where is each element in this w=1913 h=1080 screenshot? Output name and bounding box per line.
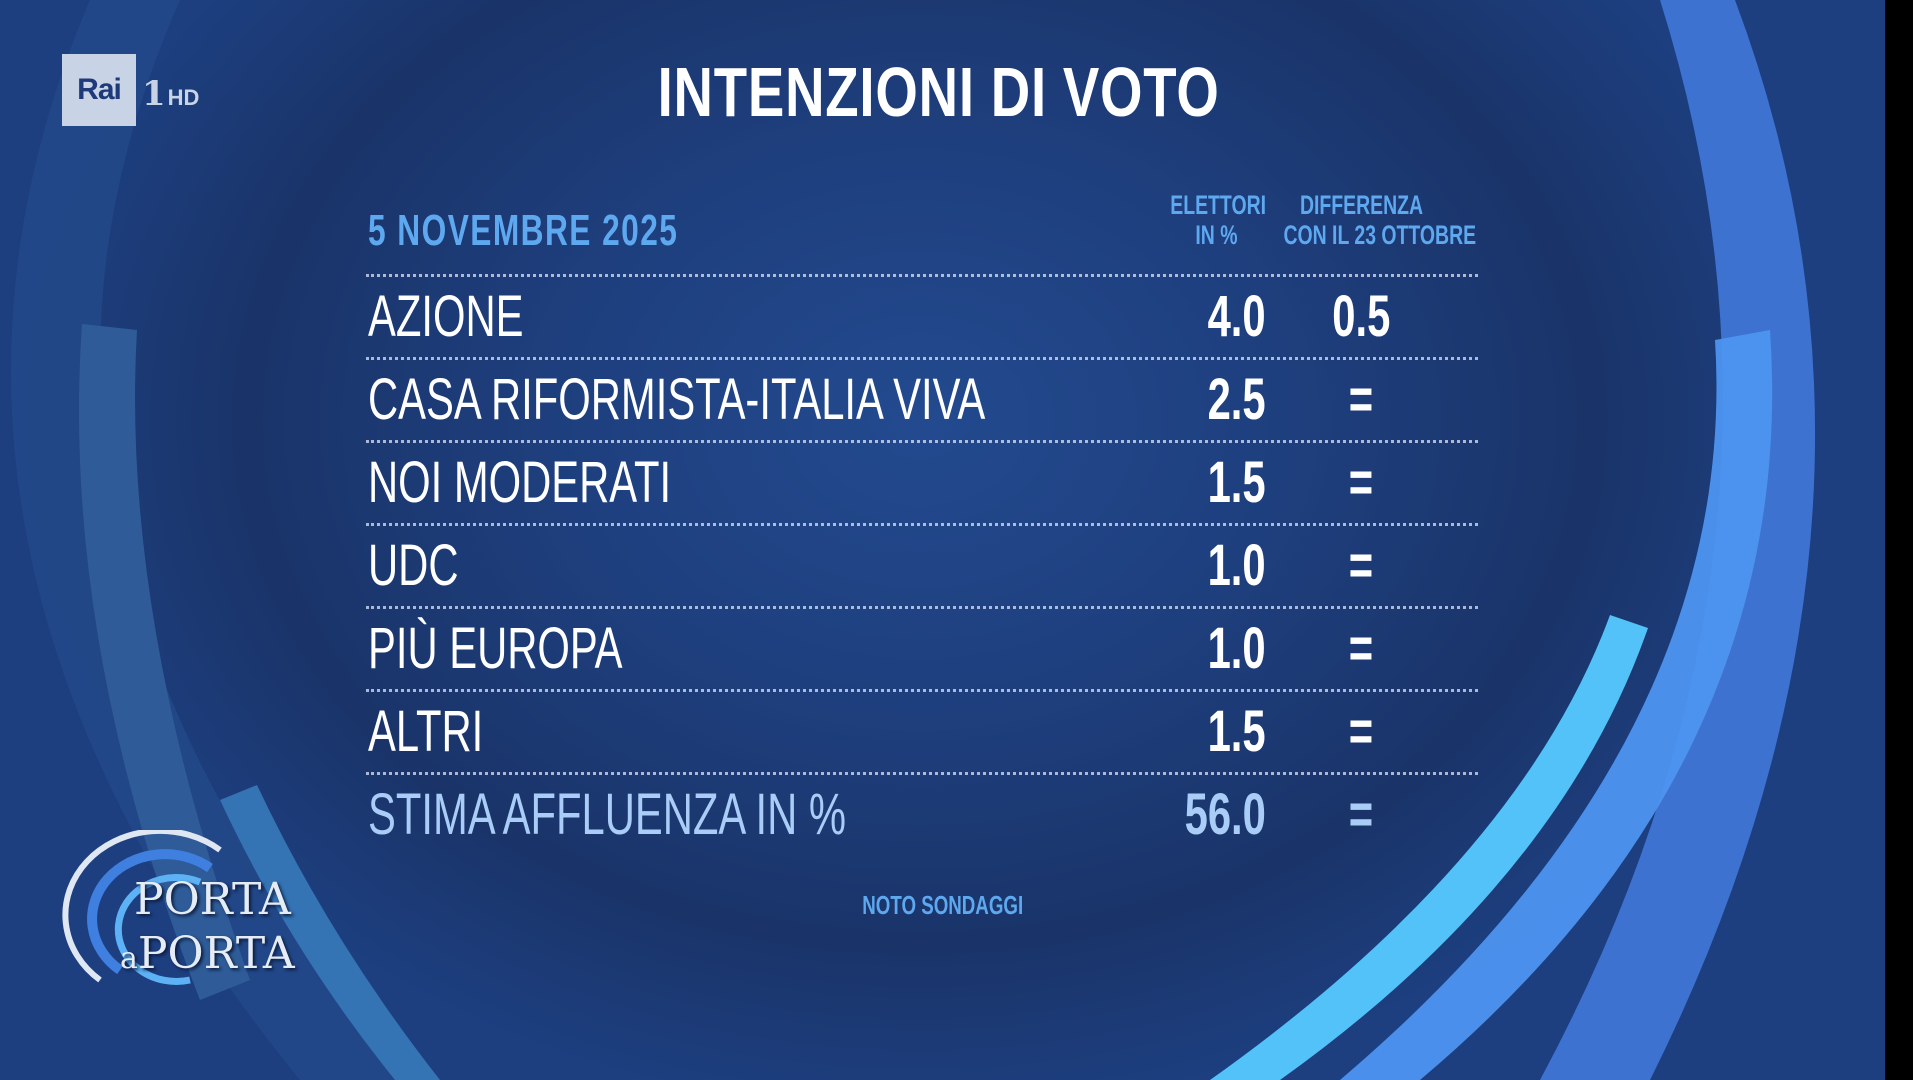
vote-percent: 2.5 bbox=[1207, 367, 1266, 432]
party-label: ALTRI bbox=[368, 699, 484, 764]
vote-percent: 1.5 bbox=[1207, 450, 1266, 515]
table-row: PIÙ EUROPA 1.0 = bbox=[366, 606, 1478, 689]
porta-a-porta-logo: PORTA aPORTA bbox=[60, 830, 320, 1010]
rai-logo: Rai bbox=[62, 54, 136, 126]
table-row: ALTRI 1.5 = bbox=[366, 689, 1478, 772]
vote-difference: = bbox=[1348, 533, 1374, 598]
page-title: INTENZIONI DI VOTO bbox=[657, 53, 1220, 131]
logo-line-1: PORTA bbox=[134, 874, 291, 925]
party-label: CASA RIFORMISTA-ITALIA VIVA bbox=[368, 367, 986, 432]
vote-percent: 1.0 bbox=[1207, 533, 1266, 598]
column-header-diff: DIFFERENZA CON IL 23 OTTOBRE bbox=[1283, 190, 1477, 250]
poll-source: NOTO SONDAGGI bbox=[862, 890, 1023, 920]
party-label: NOI MODERATI bbox=[368, 450, 672, 515]
vote-difference: = bbox=[1348, 450, 1374, 515]
logo-line-2: aPORTA bbox=[120, 928, 295, 979]
party-label: AZIONE bbox=[368, 284, 524, 349]
vote-difference: 0.5 bbox=[1331, 284, 1391, 349]
turnout-row: STIMA AFFLUENZA IN % 56.0 = bbox=[366, 772, 1478, 855]
letterbox-bar bbox=[1885, 0, 1913, 1080]
party-label: UDC bbox=[368, 533, 459, 598]
turnout-label: STIMA AFFLUENZA IN % bbox=[368, 782, 847, 847]
logo-rings-icon bbox=[62, 830, 222, 985]
table-row: AZIONE 4.0 0.5 bbox=[366, 274, 1478, 357]
vote-percent: 1.5 bbox=[1207, 699, 1266, 764]
rai-logo-text: Rai bbox=[77, 73, 122, 106]
turnout-percent: 56.0 bbox=[1184, 782, 1266, 847]
vote-difference: = bbox=[1348, 699, 1374, 764]
channel-logo: 1HD bbox=[142, 74, 199, 114]
vote-difference: = bbox=[1348, 367, 1374, 432]
channel-quality: HD bbox=[167, 85, 200, 110]
table-body: AZIONE 4.0 0.5 CASA RIFORMISTA-ITALIA VI… bbox=[366, 274, 1478, 855]
table-row: CASA RIFORMISTA-ITALIA VIVA 2.5 = bbox=[366, 357, 1478, 440]
party-label: PIÙ EUROPA bbox=[368, 616, 623, 681]
table-row: NOI MODERATI 1.5 = bbox=[366, 440, 1478, 523]
channel-number: 1 bbox=[142, 74, 166, 114]
table-row: UDC 1.0 = bbox=[366, 523, 1478, 606]
vote-difference: = bbox=[1348, 616, 1374, 681]
poll-date: 5 NOVEMBRE 2025 bbox=[368, 206, 679, 255]
vote-percent: 4.0 bbox=[1207, 284, 1266, 349]
vote-percent: 1.0 bbox=[1207, 616, 1266, 681]
turnout-difference: = bbox=[1348, 782, 1374, 847]
column-header-value: ELETTORI IN % bbox=[1170, 190, 1266, 250]
